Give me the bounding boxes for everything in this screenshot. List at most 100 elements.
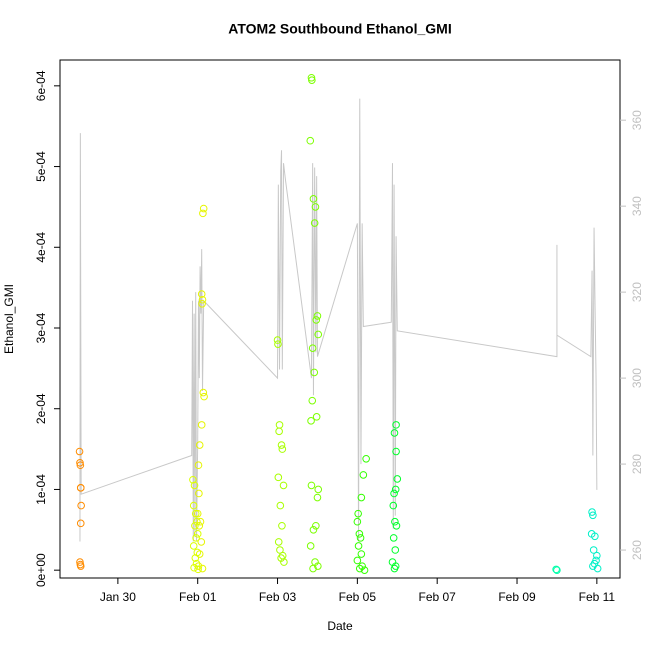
point — [77, 501, 85, 510]
point — [198, 299, 206, 308]
point — [275, 421, 284, 429]
point — [314, 330, 323, 339]
point — [354, 542, 363, 550]
y-axis-label: Ethanol_GMI — [2, 284, 16, 354]
point — [76, 484, 85, 492]
point — [309, 526, 318, 534]
point — [76, 519, 85, 528]
point — [191, 554, 200, 562]
point — [190, 563, 198, 572]
point — [593, 551, 601, 560]
point — [313, 493, 322, 502]
x-tick-label: Feb 05 — [339, 590, 377, 604]
point — [389, 501, 398, 510]
point — [312, 412, 321, 421]
point — [310, 219, 319, 227]
point — [76, 461, 85, 470]
point — [277, 441, 286, 449]
point — [391, 517, 399, 526]
y-tick-label: 3e-04 — [34, 312, 48, 343]
point — [314, 562, 322, 570]
point — [274, 340, 282, 348]
point — [309, 564, 317, 573]
point — [279, 481, 288, 490]
x-tick-label: Feb 09 — [498, 590, 536, 604]
point — [197, 421, 206, 429]
x-tick-label: Feb 07 — [419, 590, 457, 604]
point — [314, 485, 323, 494]
point — [190, 481, 199, 490]
point — [390, 429, 399, 437]
point — [357, 550, 366, 558]
point — [75, 447, 84, 456]
point — [355, 530, 364, 538]
point — [591, 532, 599, 541]
point — [358, 562, 366, 570]
point — [306, 542, 315, 550]
point — [76, 562, 85, 570]
y2-tick-label: 360 — [630, 110, 644, 130]
point — [273, 336, 282, 344]
y2-tick-label: 260 — [630, 540, 644, 560]
y2-tick-label: 300 — [630, 368, 644, 388]
y-tick-label: 2e-04 — [34, 393, 48, 424]
point — [276, 501, 285, 510]
point — [198, 295, 207, 304]
point — [194, 562, 203, 570]
point — [308, 344, 317, 352]
y2-tick-label: 340 — [630, 196, 644, 216]
point — [392, 421, 400, 429]
point — [392, 521, 401, 530]
point — [280, 558, 288, 566]
point — [355, 564, 364, 573]
point — [193, 530, 202, 538]
point — [278, 445, 287, 453]
point — [588, 508, 596, 516]
point — [589, 546, 598, 554]
point — [192, 559, 201, 568]
point — [356, 534, 365, 542]
point — [199, 209, 207, 218]
point — [552, 565, 560, 574]
point — [189, 542, 198, 550]
point — [354, 509, 362, 518]
y2-tick-label: 320 — [630, 282, 644, 302]
point — [307, 417, 315, 425]
y-tick-label: 4e-04 — [34, 232, 48, 263]
point — [553, 566, 561, 574]
point — [593, 564, 602, 573]
point — [193, 509, 202, 518]
y-tick-label: 0e+00 — [34, 553, 48, 587]
point — [392, 447, 400, 456]
point — [357, 493, 366, 502]
point — [353, 517, 362, 526]
line-series — [79, 98, 598, 542]
point — [198, 564, 207, 573]
point — [311, 203, 320, 211]
point — [197, 290, 206, 298]
point — [360, 566, 369, 574]
chart-title: ATOM2 Southbound Ethanol_GMI — [228, 21, 451, 37]
point — [389, 534, 398, 542]
point — [278, 521, 286, 530]
point — [312, 316, 321, 324]
point — [390, 489, 398, 498]
point — [191, 521, 199, 530]
point — [589, 511, 597, 520]
x-tick-label: Feb 03 — [259, 590, 297, 604]
point — [193, 517, 201, 526]
point — [390, 564, 399, 573]
point — [199, 204, 208, 213]
point — [189, 501, 198, 510]
point — [199, 388, 208, 397]
point — [589, 562, 597, 570]
point — [359, 471, 368, 479]
point — [194, 461, 203, 470]
y-tick-label: 6e-04 — [34, 70, 48, 101]
point — [195, 550, 204, 558]
point — [391, 546, 400, 554]
point — [200, 392, 208, 401]
x-tick-label: Feb 11 — [579, 590, 616, 604]
